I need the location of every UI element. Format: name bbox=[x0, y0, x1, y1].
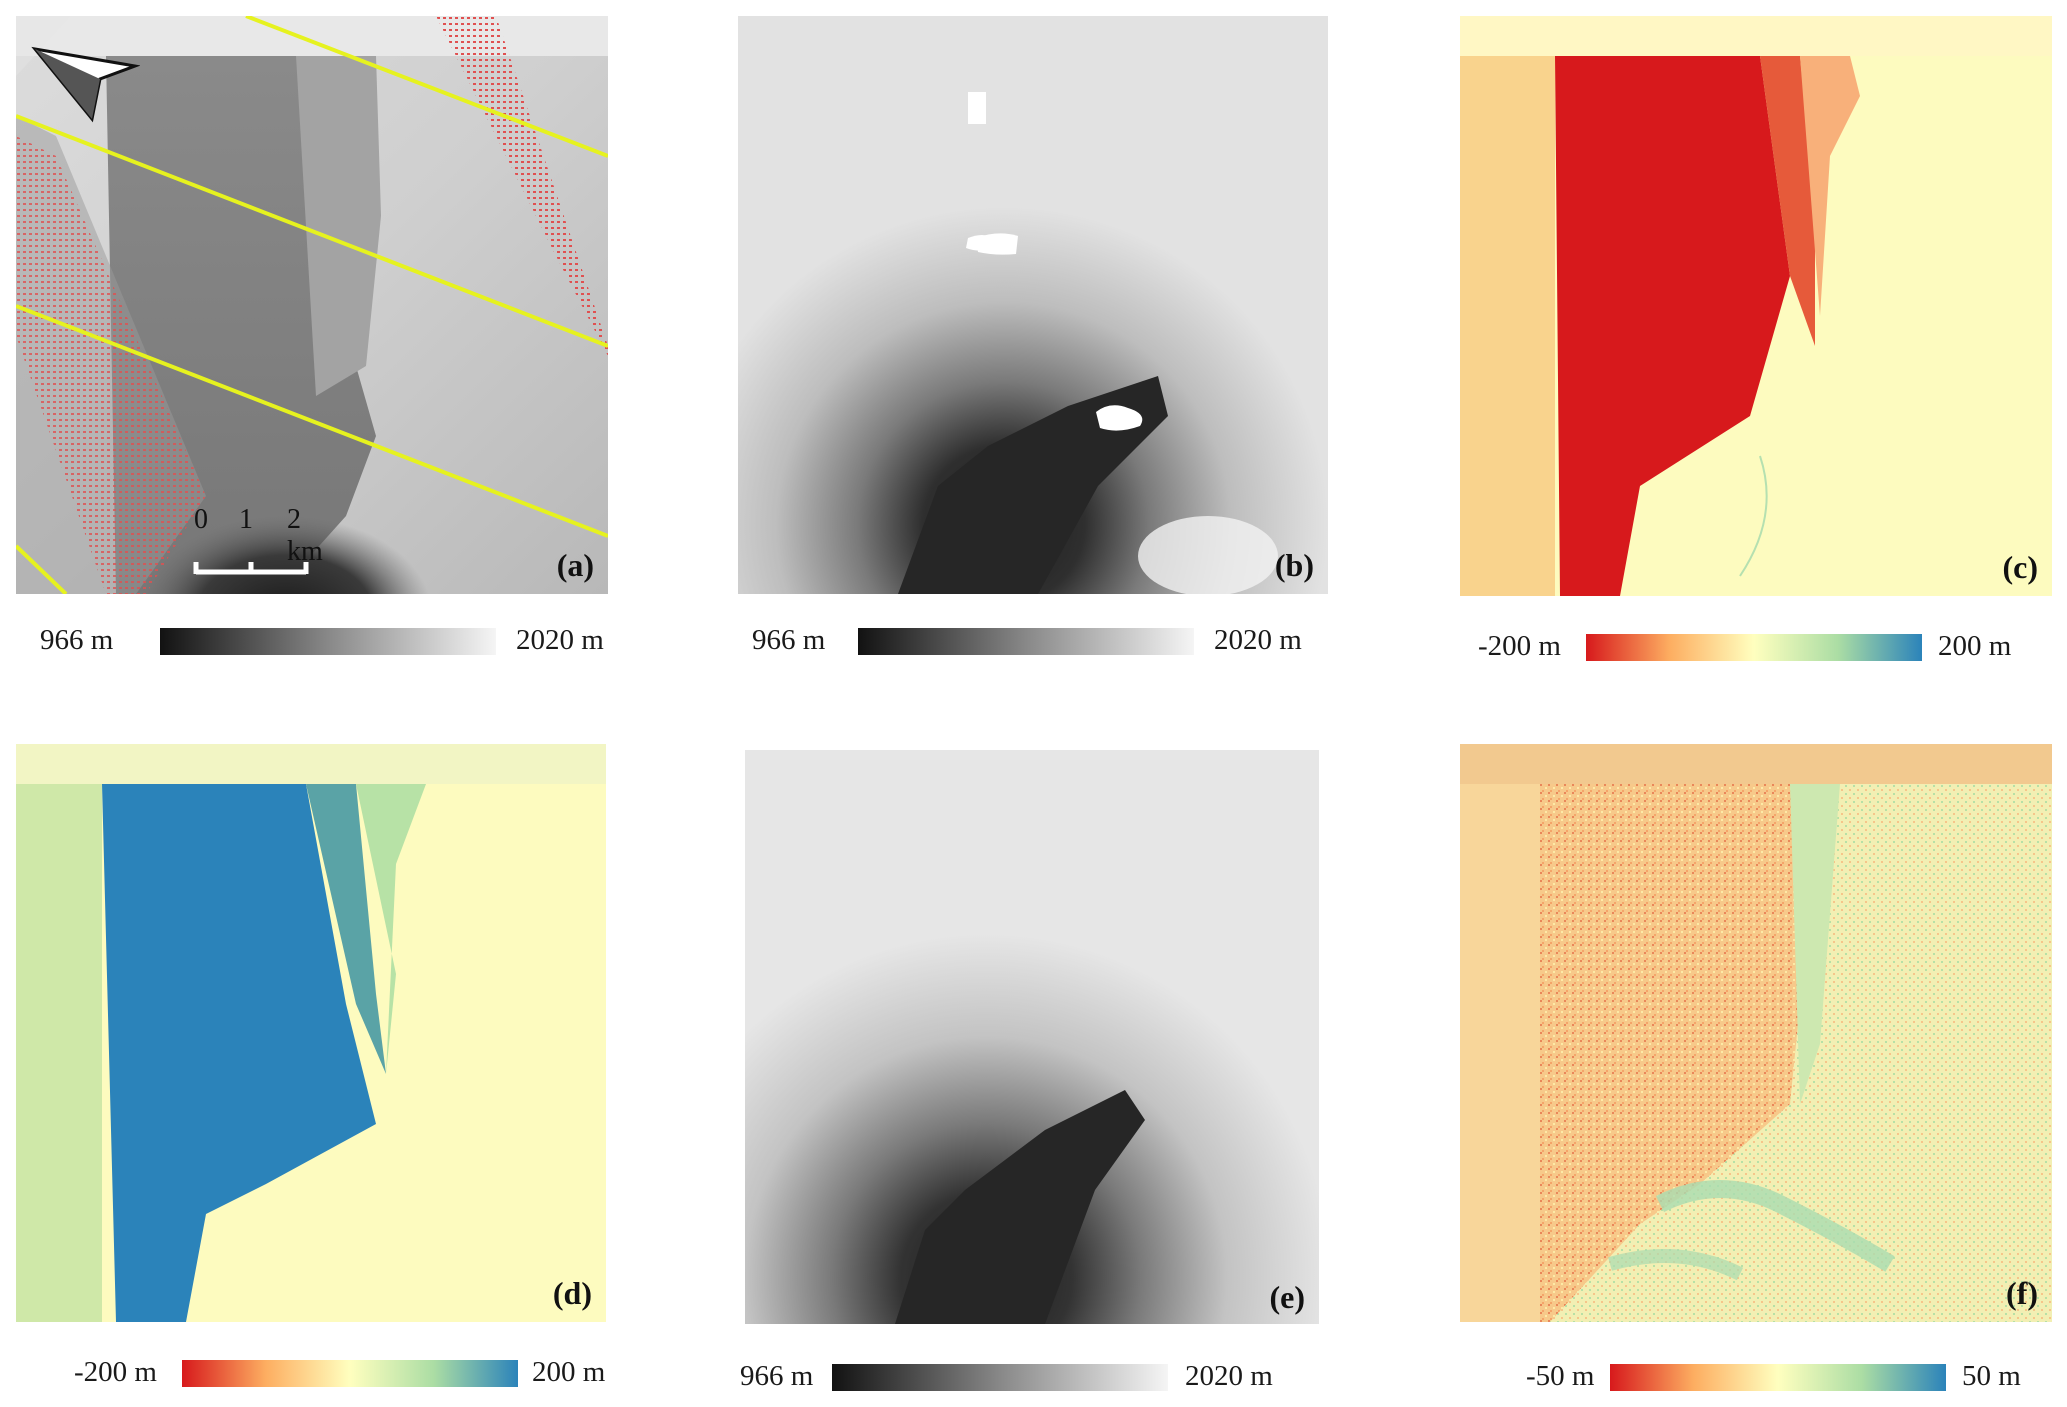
colorbar-gradient bbox=[160, 628, 496, 655]
scale-tick-0: 0 bbox=[194, 504, 208, 535]
colorbar-gradient bbox=[1586, 634, 1922, 661]
colorbar-min-label: 966 m bbox=[752, 624, 826, 656]
colorbar-b: 966 m 2020 m bbox=[752, 622, 1327, 662]
colorbar-min-label: 966 m bbox=[740, 1360, 814, 1392]
colorbar-max-label: 2020 m bbox=[1185, 1360, 1273, 1392]
panel-label: (d) bbox=[552, 1275, 592, 1311]
colorbar-min-label: 966 m bbox=[40, 624, 114, 656]
colorbar-e: 966 m 2020 m bbox=[740, 1358, 1320, 1398]
north-arrow-icon bbox=[30, 44, 140, 134]
colorbar-gradient bbox=[1610, 1364, 1946, 1391]
scale-bar: 0 1 2 km bbox=[184, 504, 324, 575]
panel-d-difference-map: (d) bbox=[16, 744, 606, 1322]
colorbar-d: -200 m 200 m bbox=[74, 1354, 649, 1394]
colorbar-gradient bbox=[832, 1364, 1168, 1391]
colorbar-min-label: -200 m bbox=[1478, 630, 1561, 662]
colorbar-gradient bbox=[858, 628, 1194, 655]
panel-c-difference-map: (c) bbox=[1460, 16, 2052, 596]
panel-label: (b) bbox=[1274, 547, 1314, 583]
colorbar-f: -50 m 50 m bbox=[1526, 1358, 2066, 1398]
colorbar-max-label: 200 m bbox=[532, 1356, 606, 1388]
panel-label: (a) bbox=[556, 547, 594, 583]
colorbar-max-label: 2020 m bbox=[1214, 624, 1302, 656]
colorbar-max-label: 200 m bbox=[1938, 630, 2012, 662]
colorbar-min-label: -50 m bbox=[1526, 1360, 1595, 1392]
colorbar-a: 966 m 2020 m bbox=[40, 622, 615, 662]
panel-a-elevation-map: 0 1 2 km (a) bbox=[16, 16, 608, 594]
panel-e-elevation-map: (e) bbox=[745, 750, 1319, 1324]
colorbar-c: -200 m 200 m bbox=[1478, 628, 2053, 668]
panel-label: (e) bbox=[1269, 1279, 1305, 1315]
colorbar-min-label: -200 m bbox=[74, 1356, 157, 1388]
colorbar-gradient bbox=[182, 1360, 518, 1387]
colorbar-max-label: 50 m bbox=[1962, 1360, 2021, 1392]
panel-f-difference-map: (f) bbox=[1460, 744, 2052, 1322]
panel-label: (c) bbox=[2002, 549, 2038, 585]
scale-tick-2: 2 km bbox=[287, 504, 323, 567]
panel-label: (f) bbox=[2006, 1275, 2038, 1311]
scale-tick-1: 1 bbox=[239, 504, 253, 535]
colorbar-max-label: 2020 m bbox=[516, 624, 604, 656]
panel-b-elevation-map: (b) bbox=[738, 16, 1328, 594]
